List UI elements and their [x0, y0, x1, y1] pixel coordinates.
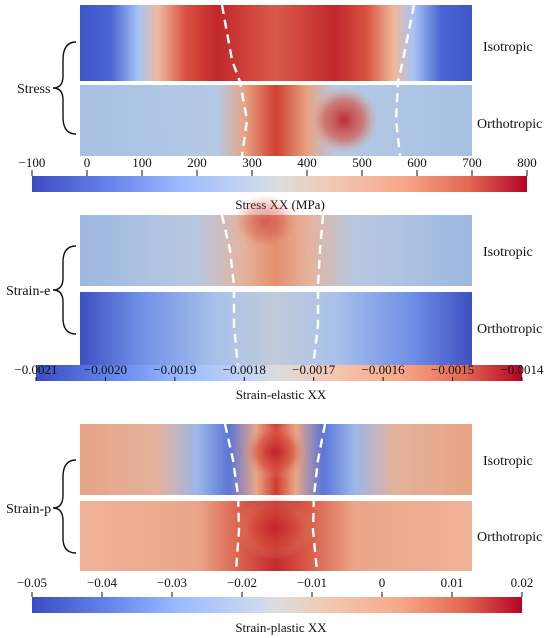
stress-orthotropic-map	[80, 85, 472, 156]
strain-plastic-dashed-boundary-left	[223, 423, 241, 572]
strain-elastic-colorbar-tick-label: −0.0015	[431, 362, 474, 377]
strain-elastic-colorbar-gradient	[36, 365, 522, 381]
strain-elastic-colorbar-tick-label: −0.0018	[223, 362, 266, 377]
strain-elastic-colorbar-title: Strain-elastic XX	[236, 387, 327, 402]
strain-plastic-orthotropic-hotspot	[237, 496, 313, 560]
stress-colorbar-tick-label: 200	[187, 155, 207, 170]
strain-elastic-row-label-isotropic: Isotropic	[483, 245, 533, 260]
strain-plastic-colorbar-title: Strain-plastic XX	[235, 620, 327, 635]
stress-group-label: Stress	[17, 82, 50, 97]
stress-section: Stress Isotropic Orthotropic −100 800 0 1…	[17, 4, 542, 212]
strain-plastic-colorbar-tick-label: 0	[379, 575, 386, 590]
strain-plastic-colorbar-gradient	[32, 597, 522, 613]
stress-colorbar-tick-label: 600	[407, 155, 427, 170]
strain-plastic-colorbar-tick-label: −0.03	[157, 575, 187, 590]
strain-elastic-colorbar-tick-label: −0.0020	[84, 362, 127, 377]
stress-dashed-boundary-right	[394, 4, 416, 157]
strain-elastic-section: Strain-e Isotropic Orthotropic −0.0021 −…	[6, 194, 544, 402]
strain-plastic-isotropic-hotspot	[243, 424, 307, 480]
stress-row-label-orthotropic: Orthotropic	[477, 117, 542, 132]
strain-elastic-orthotropic-map	[80, 292, 472, 366]
stress-brace	[52, 41, 77, 135]
strain-elastic-row-label-orthotropic: Orthotropic	[477, 322, 542, 337]
strain-elastic-dashed-boundary-left	[220, 214, 240, 367]
strain-plastic-brace	[52, 459, 77, 554]
strain-plastic-dashed-boundary-right	[311, 423, 327, 572]
strain-elastic-colorbar-min: −0.0021	[14, 362, 57, 377]
stress-colorbar-tick-label: 500	[352, 155, 372, 170]
strain-plastic-colorbar: −0.05 0.02 −0.04 −0.03 −0.02 −0.01 0 0.01 Str…	[17, 575, 533, 635]
strain-plastic-row-label-isotropic: Isotropic	[483, 454, 533, 469]
strain-elastic-brace	[52, 245, 77, 335]
stress-colorbar-gradient	[32, 176, 527, 192]
strain-plastic-colorbar-tick-label: 0.01	[441, 575, 464, 590]
strain-elastic-dashed-boundary-right	[311, 214, 325, 367]
stress-orthotropic-hotspot	[310, 86, 378, 154]
stress-colorbar-tick-label: 400	[297, 155, 317, 170]
strain-plastic-colorbar-tick-label: −0.02	[227, 575, 257, 590]
stress-colorbar-tick-label: 100	[132, 155, 152, 170]
strain-plastic-colorbar-min: −0.05	[17, 575, 47, 590]
strain-elastic-colorbar-tick-label: −0.0017	[292, 362, 336, 377]
strain-elastic-colorbar: −0.0021 −0.0014 −0.0020 −0.0019 −0.0018 −0.…	[14, 362, 544, 402]
stress-colorbar-max: 800	[517, 155, 537, 170]
strain-elastic-isotropic-hotspot	[233, 194, 297, 250]
stress-dashed-boundary-left	[220, 4, 249, 157]
strain-elastic-colorbar-tick-label: −0.0016	[362, 362, 406, 377]
strain-elastic-colorbar-max: −0.0014	[500, 362, 544, 377]
stress-colorbar-tick-label: 0	[84, 155, 91, 170]
strain-elastic-group-label: Strain-e	[6, 284, 50, 299]
strain-plastic-colorbar-tick-label: −0.01	[297, 575, 327, 590]
strain-plastic-section: Strain-p Isotropic Orthotropic −0.05 0.0…	[6, 423, 542, 635]
strain-plastic-row-label-orthotropic: Orthotropic	[477, 530, 542, 545]
stress-row-label-isotropic: Isotropic	[483, 40, 533, 55]
stress-colorbar-tick-label: 700	[462, 155, 482, 170]
strain-plastic-colorbar-tick-label: −0.04	[87, 575, 118, 590]
stress-isotropic-map	[80, 5, 472, 81]
strain-plastic-colorbar-max: 0.02	[511, 575, 534, 590]
stress-colorbar-tick-label: 300	[242, 155, 262, 170]
strain-plastic-group-label: Strain-p	[6, 502, 51, 517]
stress-colorbar-min: −100	[19, 155, 46, 170]
strain-elastic-colorbar-tick-label: −0.0019	[153, 362, 196, 377]
